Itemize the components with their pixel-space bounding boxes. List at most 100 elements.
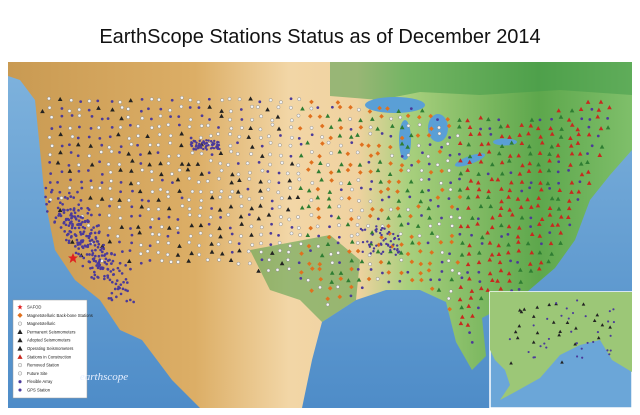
station-marker xyxy=(349,234,354,238)
station-marker xyxy=(540,242,543,246)
station-marker xyxy=(218,161,223,166)
station-marker xyxy=(200,146,203,149)
station-marker xyxy=(490,162,495,167)
station-marker xyxy=(420,214,423,217)
station-marker xyxy=(67,218,71,222)
station-marker xyxy=(296,113,301,118)
station-marker xyxy=(581,302,586,306)
station-marker xyxy=(309,99,314,105)
station-marker xyxy=(380,198,384,202)
station-marker xyxy=(140,116,145,121)
station-marker xyxy=(148,244,152,248)
station-marker xyxy=(66,208,70,212)
station-marker xyxy=(468,178,474,183)
station-marker xyxy=(87,108,91,112)
station-marker xyxy=(76,136,80,140)
station-marker xyxy=(269,243,273,247)
station-marker xyxy=(469,288,475,293)
station-marker xyxy=(96,99,100,103)
station-marker xyxy=(370,241,373,244)
station-marker xyxy=(522,307,527,311)
station-marker xyxy=(290,135,294,140)
station-marker xyxy=(387,171,393,176)
station-marker xyxy=(83,244,87,247)
station-marker xyxy=(248,170,252,175)
station-marker xyxy=(44,186,48,190)
station-marker xyxy=(237,97,242,101)
station-marker xyxy=(256,268,261,273)
station-marker xyxy=(137,230,142,235)
station-marker xyxy=(114,282,118,286)
station-marker xyxy=(379,235,384,240)
station-marker xyxy=(390,153,394,158)
station-marker xyxy=(167,215,171,219)
station-marker xyxy=(270,199,274,203)
station-marker xyxy=(574,326,578,330)
station-marker xyxy=(86,245,90,249)
station-marker xyxy=(228,204,234,209)
station-marker xyxy=(338,261,341,264)
station-marker xyxy=(297,126,303,131)
station-marker xyxy=(189,143,193,146)
station-marker xyxy=(197,243,202,248)
station-marker xyxy=(346,278,351,283)
station-marker xyxy=(557,187,563,192)
station-marker xyxy=(380,243,383,247)
station-marker xyxy=(90,185,94,190)
station-marker xyxy=(95,239,99,243)
station-marker xyxy=(460,276,464,280)
station-marker xyxy=(240,126,244,130)
station-marker xyxy=(87,236,91,240)
station-marker xyxy=(149,97,154,101)
station-marker xyxy=(62,221,66,225)
station-marker xyxy=(489,133,493,136)
station-marker xyxy=(192,139,195,143)
station-marker xyxy=(396,234,400,238)
station-marker xyxy=(393,247,396,251)
station-marker xyxy=(377,159,383,164)
station-marker xyxy=(45,202,48,206)
station-marker xyxy=(337,104,343,110)
station-marker xyxy=(419,168,424,173)
station-marker xyxy=(248,261,252,266)
station-marker xyxy=(93,243,97,247)
station-marker xyxy=(486,149,492,154)
station-marker xyxy=(110,280,114,284)
station-marker xyxy=(138,251,143,256)
station-marker xyxy=(113,287,117,291)
station-marker xyxy=(580,347,583,350)
station-marker xyxy=(555,196,561,201)
station-marker xyxy=(69,236,73,239)
station-marker xyxy=(179,161,185,166)
station-marker xyxy=(586,341,589,344)
station-marker xyxy=(320,135,324,139)
station-marker xyxy=(349,239,355,244)
station-marker xyxy=(217,176,221,181)
station-marker xyxy=(108,278,112,282)
station-marker xyxy=(297,226,301,230)
station-marker xyxy=(207,171,211,175)
station-marker xyxy=(218,195,222,200)
station-marker xyxy=(416,159,421,164)
station-marker xyxy=(457,187,463,192)
station-marker xyxy=(115,295,118,299)
station-marker xyxy=(228,240,233,244)
station-marker xyxy=(318,276,324,282)
station-marker xyxy=(466,205,471,210)
station-marker xyxy=(132,300,135,304)
station-marker xyxy=(228,195,232,199)
station-marker xyxy=(337,294,343,300)
station-marker xyxy=(370,206,375,212)
station-marker xyxy=(259,136,263,140)
station-marker xyxy=(87,135,91,139)
station-marker xyxy=(448,252,451,256)
station-marker xyxy=(119,181,123,184)
station-marker xyxy=(468,331,471,334)
station-marker xyxy=(529,225,532,229)
station-marker xyxy=(486,116,491,122)
station-marker xyxy=(279,215,283,219)
station-marker xyxy=(315,195,321,200)
station-marker xyxy=(416,204,421,209)
station-marker xyxy=(54,216,58,220)
station-marker xyxy=(268,141,273,145)
